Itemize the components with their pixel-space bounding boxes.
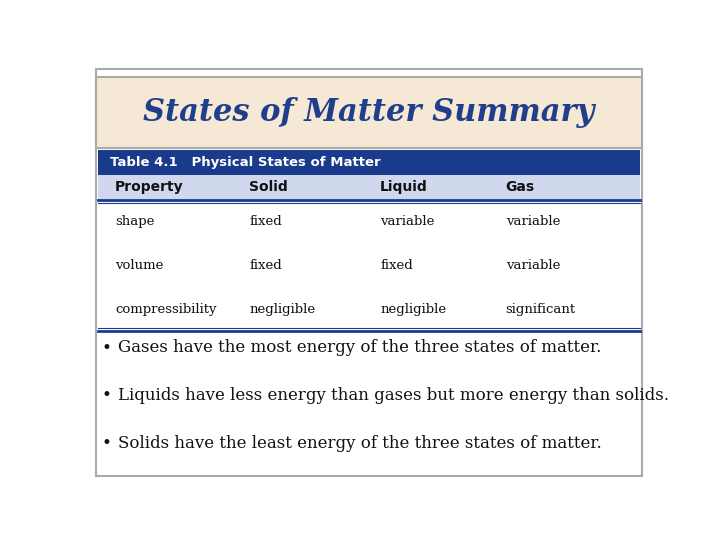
Bar	[99, 200, 639, 331]
Text: negligible: negligible	[380, 302, 446, 315]
Text: Property: Property	[115, 180, 184, 194]
Text: •: •	[102, 386, 112, 404]
Text: States of Matter Summary: States of Matter Summary	[143, 97, 595, 128]
Text: negligible: negligible	[249, 302, 315, 315]
Text: variable: variable	[505, 259, 560, 272]
Text: compressibility: compressibility	[115, 302, 217, 315]
Text: •: •	[102, 434, 112, 452]
Text: Gas: Gas	[505, 180, 535, 194]
Text: Solid: Solid	[249, 180, 288, 194]
Text: Liquids have less energy than gases but more energy than solids.: Liquids have less energy than gases but …	[118, 387, 669, 404]
Text: volume: volume	[115, 259, 163, 272]
Text: •: •	[102, 339, 112, 356]
Text: shape: shape	[115, 215, 155, 228]
Text: variable: variable	[380, 215, 435, 228]
Text: Table 4.1   Physical States of Matter: Table 4.1 Physical States of Matter	[109, 156, 380, 169]
Bar	[99, 150, 639, 175]
Text: Gases have the most energy of the three states of matter.: Gases have the most energy of the three …	[118, 339, 601, 356]
Text: Liquid: Liquid	[380, 180, 428, 194]
Bar	[99, 175, 639, 200]
Text: fixed: fixed	[380, 259, 413, 272]
Text: fixed: fixed	[249, 259, 282, 272]
Bar	[96, 77, 642, 148]
Text: significant: significant	[505, 302, 576, 315]
Text: Solids have the least energy of the three states of matter.: Solids have the least energy of the thre…	[118, 435, 602, 451]
Text: fixed: fixed	[249, 215, 282, 228]
Text: variable: variable	[505, 215, 560, 228]
